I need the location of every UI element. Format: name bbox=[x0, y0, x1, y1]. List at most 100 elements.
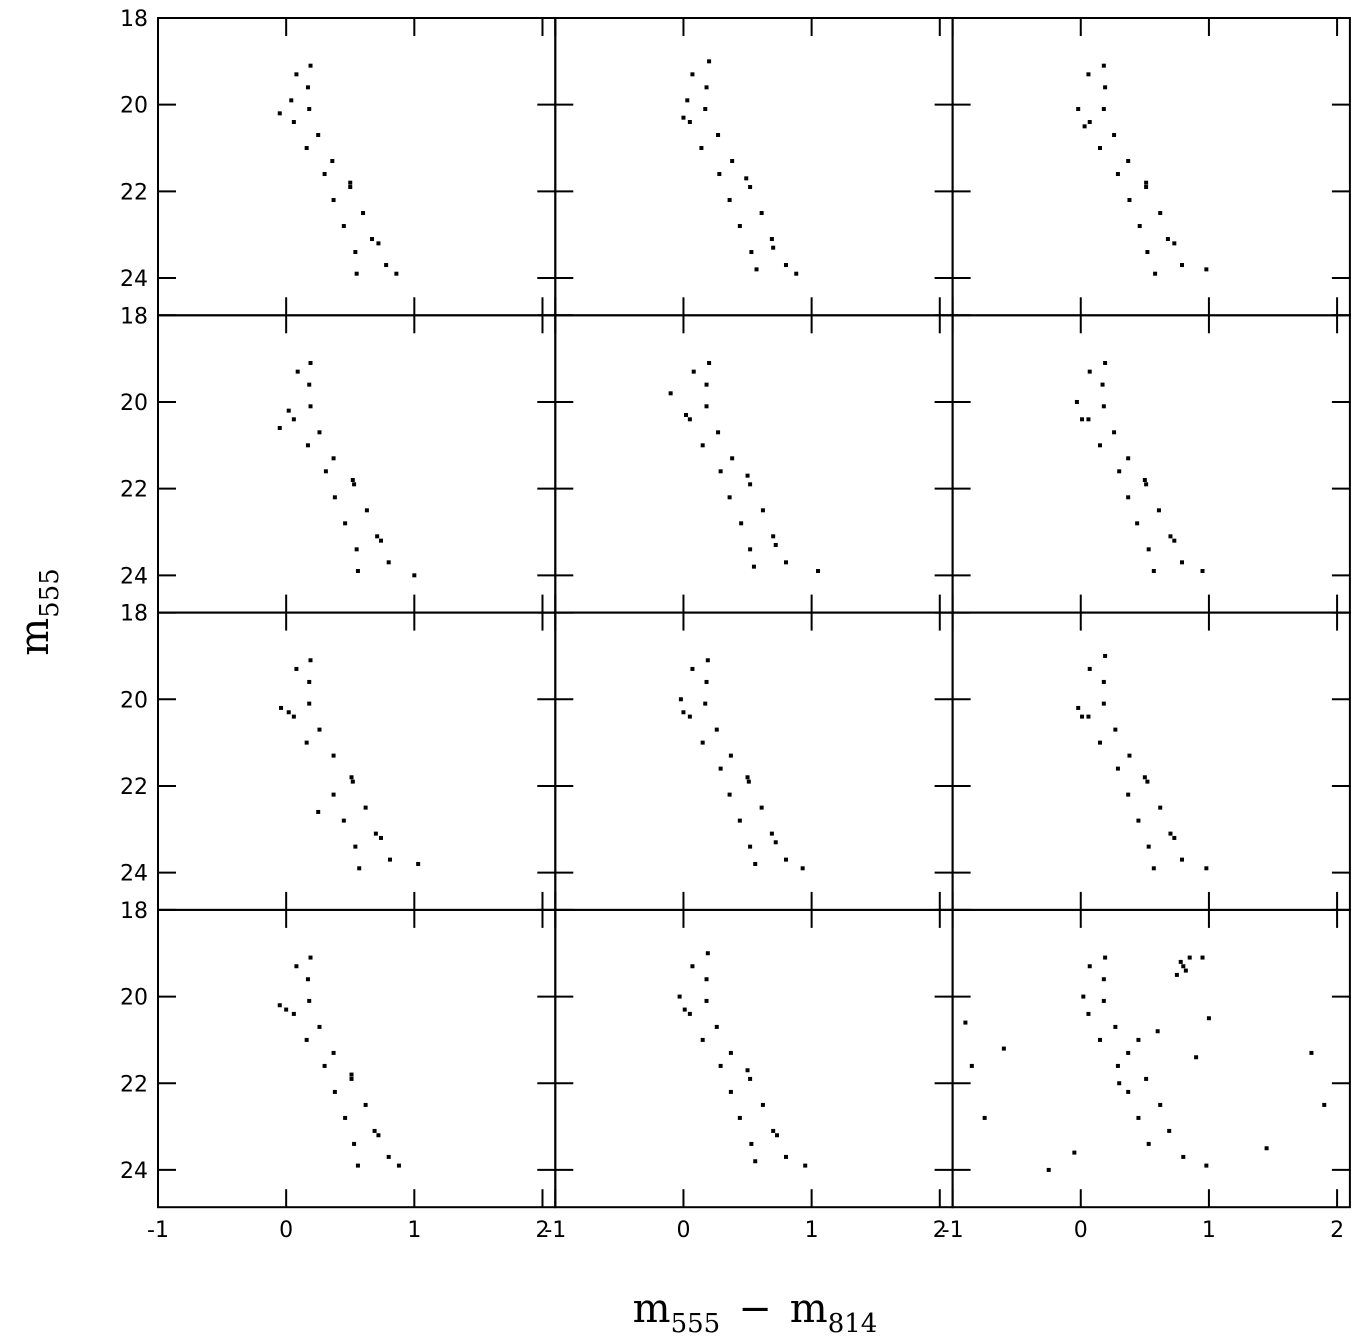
star-point bbox=[1126, 159, 1131, 164]
star-point bbox=[1101, 404, 1106, 409]
x-tick-label: 1 bbox=[805, 1218, 819, 1243]
plot-area bbox=[681, 59, 799, 276]
star-point bbox=[1087, 666, 1092, 671]
star-point bbox=[332, 1089, 337, 1094]
star-point bbox=[769, 831, 774, 836]
x-label-base: m bbox=[633, 1286, 671, 1332]
star-point bbox=[352, 482, 357, 487]
star-point bbox=[687, 120, 692, 125]
star-point bbox=[687, 714, 692, 719]
star-point bbox=[714, 727, 719, 732]
star-point bbox=[1146, 547, 1151, 552]
star-point bbox=[678, 697, 683, 702]
x-tick-label: -1 bbox=[544, 1218, 566, 1243]
star-point bbox=[1101, 679, 1106, 684]
x-label-minus: − bbox=[738, 1286, 772, 1332]
star-point bbox=[803, 1163, 808, 1168]
star-point bbox=[748, 844, 753, 849]
star-point bbox=[1076, 705, 1081, 710]
star-point bbox=[304, 1037, 309, 1042]
star-point bbox=[783, 263, 788, 268]
y-tick-label: 24 bbox=[120, 1159, 148, 1184]
star-point bbox=[1178, 959, 1183, 964]
star-point bbox=[379, 835, 384, 840]
star-point bbox=[668, 391, 673, 396]
star-point bbox=[308, 404, 313, 409]
star-point bbox=[373, 831, 378, 836]
star-point bbox=[305, 977, 310, 982]
x-label-sub: 555 bbox=[671, 1309, 721, 1339]
star-point bbox=[1142, 775, 1147, 780]
plot-area bbox=[1076, 63, 1209, 276]
star-point bbox=[348, 180, 353, 185]
plot-area bbox=[277, 63, 399, 276]
panel: -1 0 1 2 bbox=[942, 908, 1351, 1243]
star-point bbox=[1144, 1076, 1149, 1081]
star-point bbox=[341, 224, 346, 229]
y-tick-label: 18 bbox=[120, 7, 148, 32]
star-point bbox=[354, 547, 359, 552]
star-point bbox=[1155, 1029, 1160, 1034]
star-point bbox=[349, 1076, 354, 1081]
star-point bbox=[771, 534, 776, 539]
star-point bbox=[727, 792, 732, 797]
star-point bbox=[307, 107, 312, 112]
star-point bbox=[783, 857, 788, 862]
y-tick-label: 24 bbox=[120, 267, 148, 292]
star-point bbox=[331, 456, 336, 461]
star-point bbox=[1097, 146, 1102, 151]
star-point bbox=[690, 72, 695, 77]
fiducial-line bbox=[694, 65, 778, 275]
panel-frame bbox=[951, 17, 1351, 317]
x-tick-label: 0 bbox=[676, 1218, 690, 1243]
star-point bbox=[1158, 805, 1163, 810]
star-point bbox=[748, 1076, 753, 1081]
star-point bbox=[1145, 250, 1150, 255]
star-point bbox=[1142, 477, 1147, 482]
star-point bbox=[396, 1163, 401, 1168]
panel: 18 20 22 24 bbox=[120, 304, 557, 614]
star-point bbox=[1001, 1046, 1006, 1051]
star-point bbox=[1126, 1089, 1131, 1094]
star-point bbox=[1103, 85, 1108, 90]
star-point bbox=[350, 779, 355, 784]
star-point bbox=[1086, 417, 1091, 422]
star-point bbox=[1086, 1011, 1091, 1016]
star-point bbox=[773, 840, 778, 845]
star-point bbox=[677, 994, 682, 999]
star-point bbox=[349, 1072, 354, 1077]
star-point bbox=[717, 172, 722, 177]
star-point bbox=[1158, 211, 1163, 216]
star-point bbox=[1126, 456, 1131, 461]
star-point bbox=[773, 542, 778, 547]
panel-frame bbox=[157, 908, 557, 1209]
star-point bbox=[1046, 1167, 1051, 1172]
star-point bbox=[1322, 1102, 1327, 1107]
star-point bbox=[386, 560, 391, 565]
star-point bbox=[363, 1102, 368, 1107]
panel-frame bbox=[951, 908, 1351, 1209]
star-point bbox=[330, 159, 335, 164]
star-point bbox=[379, 538, 384, 543]
star-point bbox=[294, 72, 299, 77]
y-tick-label: 20 bbox=[120, 391, 148, 416]
star-point bbox=[1115, 1063, 1120, 1068]
star-point bbox=[703, 107, 708, 112]
star-point bbox=[322, 1063, 327, 1068]
star-point bbox=[681, 710, 686, 715]
star-point bbox=[691, 369, 696, 374]
star-point bbox=[728, 1050, 733, 1055]
star-point bbox=[1144, 180, 1149, 185]
fiducial-line bbox=[297, 957, 380, 1167]
star-point bbox=[331, 753, 336, 758]
star-point bbox=[963, 1020, 968, 1025]
y-tick-label: 24 bbox=[120, 862, 148, 887]
star-point bbox=[759, 211, 764, 216]
star-point bbox=[690, 666, 695, 671]
y-tick-label: 20 bbox=[120, 986, 148, 1011]
star-point bbox=[416, 861, 421, 866]
star-point bbox=[1137, 224, 1142, 229]
star-point bbox=[681, 115, 686, 120]
star-point bbox=[1080, 417, 1085, 422]
star-point bbox=[745, 775, 750, 780]
